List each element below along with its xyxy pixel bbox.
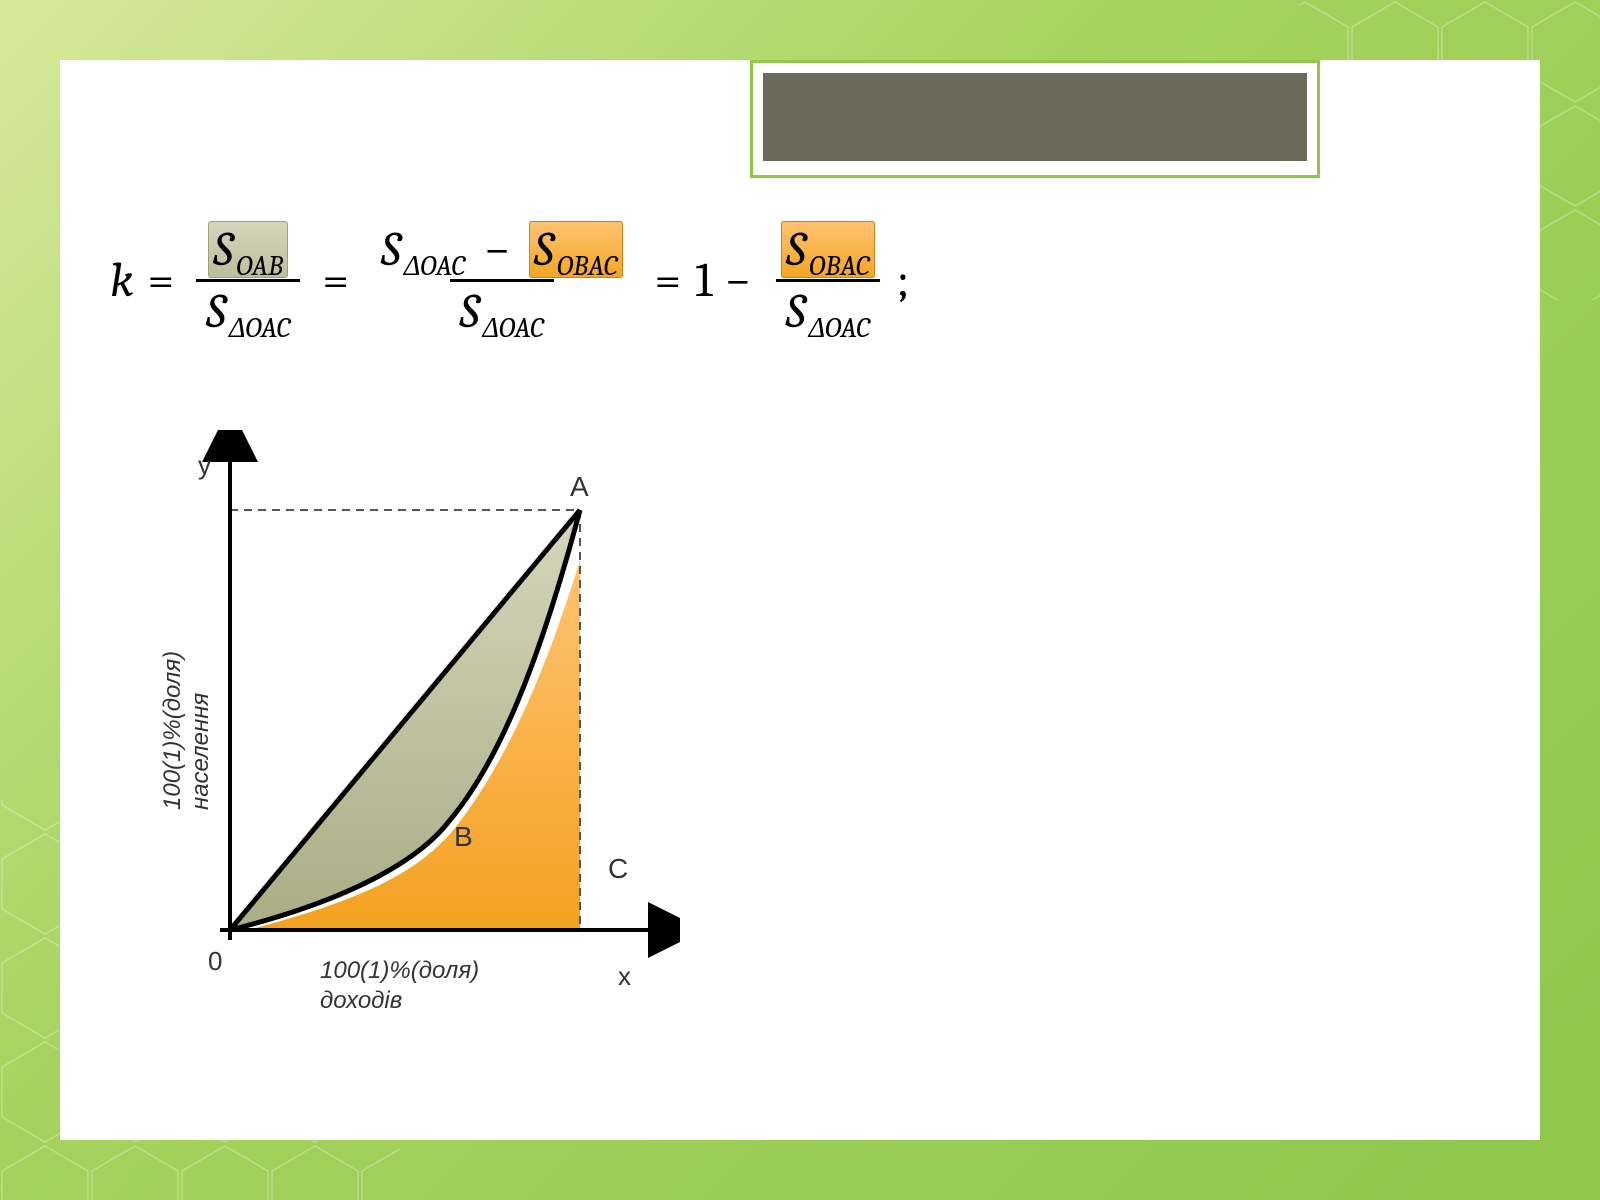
label-b: B — [454, 821, 473, 852]
y-axis-text-1: 100(1)%(доля) — [159, 651, 186, 810]
highlight-orange-1: SOBAC — [529, 221, 623, 278]
equals-3: = — [655, 253, 682, 308]
label-origin: 0 — [208, 946, 222, 976]
equals-1: = — [147, 253, 174, 308]
title-banner-fill — [763, 73, 1307, 161]
highlight-olive: SOAB — [208, 221, 288, 278]
fraction-3: SOBAC SΔOAC — [771, 222, 885, 339]
fraction-1: SOAB SΔOAC — [196, 222, 300, 339]
minus: − — [725, 253, 752, 308]
y-axis-text-2: населення — [187, 693, 214, 810]
semicolon: ; — [897, 253, 910, 308]
fraction-2: SΔOAC − SOBAC SΔOAC — [371, 222, 633, 339]
x-axis-text-2: доходів — [320, 987, 402, 1014]
gini-formula: k = SOAB SΔOAC = SΔOAC − SOBAC — [110, 180, 1490, 380]
label-x: x — [618, 961, 631, 991]
label-a: A — [570, 471, 589, 502]
lorenz-chart: y x 0 A B C 100(1)%(доля) населення 100(… — [120, 430, 680, 1040]
label-c: C — [608, 853, 628, 884]
var-k: k — [110, 253, 133, 308]
highlight-orange-2: SOBAC — [781, 221, 875, 278]
title-banner-frame — [750, 60, 1320, 178]
slide-card: k = SOAB SΔOAC = SΔOAC − SOBAC — [60, 60, 1540, 1140]
label-y: y — [198, 450, 211, 480]
slide-background: k = SOAB SΔOAC = SΔOAC − SOBAC — [0, 0, 1600, 1200]
one: 1 — [695, 253, 712, 308]
x-axis-text-1: 100(1)%(доля) — [320, 957, 479, 984]
equals-2: = — [322, 253, 349, 308]
